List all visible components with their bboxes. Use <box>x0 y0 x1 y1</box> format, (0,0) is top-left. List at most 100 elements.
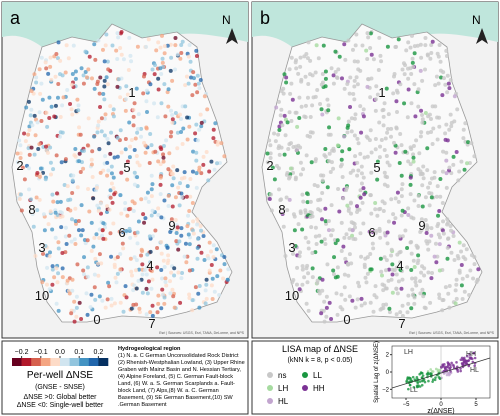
well-dot <box>409 101 414 106</box>
well-dot <box>375 159 380 164</box>
well-dot <box>408 45 413 50</box>
well-dot <box>20 165 25 170</box>
well-dot <box>377 155 382 160</box>
well-dot <box>320 112 325 117</box>
well-dot <box>272 177 277 182</box>
well-dot <box>446 236 451 241</box>
well-dot <box>73 154 78 159</box>
colorbar-segment <box>40 358 51 366</box>
scatter-dot <box>449 363 452 367</box>
well-dot <box>71 173 76 178</box>
well-dot <box>196 236 201 241</box>
well-dot <box>93 57 98 62</box>
well-dot <box>379 306 384 311</box>
well-dot <box>300 267 305 272</box>
well-dot <box>131 114 136 119</box>
well-dot <box>428 300 433 305</box>
well-dot <box>75 185 80 190</box>
well-dot <box>103 112 108 117</box>
scatter-dot <box>467 364 471 368</box>
well-dot <box>406 301 411 306</box>
well-dot <box>59 160 64 165</box>
well-dot <box>358 195 363 200</box>
region-label: 0 <box>93 312 100 327</box>
well-dot <box>346 261 351 266</box>
well-dot <box>382 101 387 106</box>
well-dot <box>315 184 320 189</box>
well-dot <box>188 59 193 64</box>
well-dot <box>156 301 161 306</box>
well-dot <box>158 182 163 187</box>
well-dot <box>168 291 173 296</box>
well-dot <box>454 296 459 301</box>
well-dot <box>306 308 311 313</box>
well-dot <box>438 59 443 64</box>
well-dot <box>158 162 163 167</box>
well-dot <box>119 52 124 57</box>
well-dot <box>187 292 192 297</box>
well-dot <box>148 132 153 137</box>
well-dot <box>366 35 371 40</box>
well-dot <box>45 282 50 287</box>
well-dot <box>396 279 401 284</box>
well-dot <box>148 260 153 265</box>
well-dot <box>202 258 207 263</box>
well-dot <box>464 247 469 252</box>
well-dot <box>353 154 358 159</box>
well-dot <box>444 171 449 176</box>
well-dot <box>432 170 437 175</box>
well-dot <box>92 285 97 290</box>
well-dot <box>92 134 97 139</box>
well-dot <box>322 237 327 242</box>
well-dot <box>279 89 284 94</box>
well-dot <box>187 42 192 47</box>
well-dot <box>135 44 140 49</box>
well-dot <box>408 192 413 197</box>
well-dot <box>128 206 133 211</box>
well-dot <box>206 256 211 261</box>
well-dot <box>196 291 201 296</box>
well-dot <box>382 283 387 288</box>
well-dot <box>187 296 192 301</box>
well-dot <box>173 217 178 222</box>
scatter-dot <box>448 366 451 370</box>
well-dot <box>389 277 394 282</box>
well-dot <box>36 147 41 152</box>
well-dot <box>162 82 167 87</box>
well-dot <box>329 316 334 321</box>
well-dot <box>291 251 296 256</box>
well-dot <box>359 130 364 135</box>
scatter-dot <box>469 357 473 360</box>
well-dot <box>146 279 151 284</box>
well-dot <box>463 121 468 126</box>
well-dot <box>225 277 230 282</box>
well-dot <box>134 302 139 307</box>
well-dot <box>339 76 344 81</box>
well-dot <box>135 160 140 165</box>
well-dot <box>17 197 22 202</box>
well-dot <box>381 288 386 293</box>
well-dot <box>440 228 445 233</box>
well-dot <box>134 258 139 263</box>
well-dot <box>165 245 170 250</box>
well-dot <box>333 49 338 54</box>
well-dot <box>131 288 136 293</box>
well-dot <box>426 247 431 252</box>
well-dot <box>358 104 363 109</box>
well-dot <box>437 268 442 273</box>
well-dot <box>334 75 339 80</box>
well-dot <box>175 52 180 57</box>
well-dot <box>440 308 445 313</box>
well-dot <box>199 228 204 233</box>
well-dot <box>64 43 69 48</box>
well-dot <box>409 33 414 38</box>
well-dot <box>352 133 357 138</box>
well-dot <box>426 185 431 190</box>
well-dot <box>397 160 402 165</box>
well-dot <box>158 66 163 71</box>
well-dot <box>39 81 44 86</box>
well-dot <box>326 218 331 223</box>
well-dot <box>207 240 212 245</box>
well-dot <box>111 175 116 180</box>
well-dot <box>27 152 32 157</box>
